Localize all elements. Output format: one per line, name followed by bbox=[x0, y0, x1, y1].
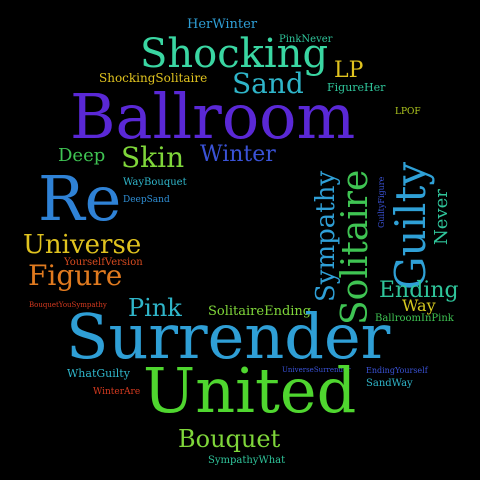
word-bouquetyousympathy: BouquetYouSympathy bbox=[29, 301, 107, 309]
word-whatguilty: WhatGuilty bbox=[67, 367, 130, 380]
word-waybouquet: WayBouquet bbox=[123, 177, 187, 188]
word-ballroominpink: BallroomInPink bbox=[375, 313, 454, 324]
word-guiltyfigure: GuiltyFigure bbox=[377, 176, 386, 228]
word-universesurrender: UniverseSurrender bbox=[282, 366, 351, 374]
word-endingyourself: EndingYourself bbox=[366, 366, 428, 375]
word-lp: LP bbox=[334, 58, 364, 83]
word-deep: Deep bbox=[58, 145, 106, 166]
word-never: Never bbox=[431, 189, 452, 245]
word-figure: Figure bbox=[28, 259, 123, 292]
word-united: United bbox=[143, 354, 357, 427]
word-deepsand: DeepSand bbox=[123, 195, 170, 205]
word-ballroom: Ballroom bbox=[70, 80, 356, 153]
word-herwinter: HerWinter bbox=[187, 17, 258, 32]
word-figureher: FigureHer bbox=[327, 81, 386, 94]
word-winter: Winter bbox=[200, 142, 276, 167]
word-way: Way bbox=[402, 296, 436, 315]
word-skin: Skin bbox=[121, 141, 185, 174]
word-shocking: Shocking bbox=[140, 31, 329, 77]
word-solitaireending: SolitaireEnding bbox=[208, 304, 312, 319]
word-surrender: Surrender bbox=[66, 300, 391, 373]
word-sympathywhat: SympathyWhat bbox=[208, 455, 286, 466]
word-sandway: SandWay bbox=[366, 378, 413, 389]
word-re: Re bbox=[38, 162, 122, 235]
word-universe: Universe bbox=[23, 230, 142, 260]
word-bouquet: Bouquet bbox=[178, 425, 281, 453]
word-winterare: WinterAre bbox=[93, 387, 141, 397]
word-shockingsolitaire: ShockingSolitaire bbox=[99, 71, 208, 85]
word-pinknever: PinkNever bbox=[279, 34, 333, 45]
word-guilty: Guilty bbox=[386, 161, 435, 290]
word-yourselfversion: YourselfVersion bbox=[64, 257, 143, 268]
word-ending: Ending bbox=[379, 278, 459, 303]
word-sand: Sand bbox=[232, 67, 304, 100]
word-pink: Pink bbox=[128, 294, 182, 322]
word-lpof: LPOF bbox=[395, 107, 421, 117]
